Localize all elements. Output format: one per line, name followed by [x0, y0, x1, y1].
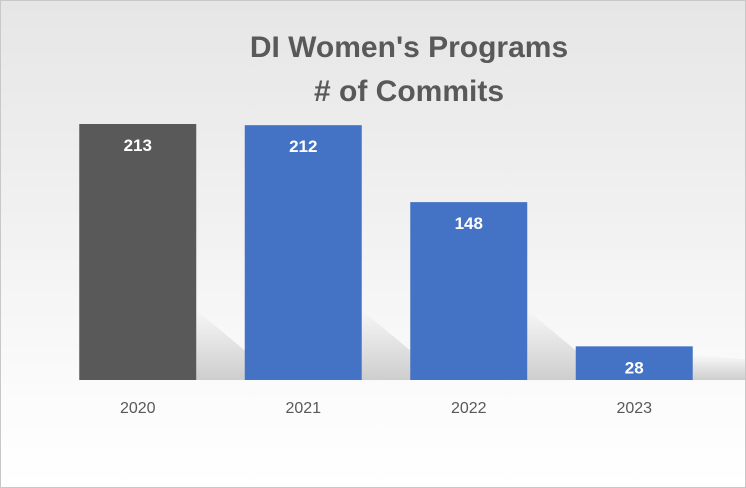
x-tick-2022: 2022: [451, 400, 487, 417]
value-label-2023: 28: [625, 358, 644, 377]
value-labels: 213 212 148 28: [124, 136, 644, 377]
bar-2020[interactable]: [79, 124, 197, 380]
value-label-2020: 213: [124, 136, 152, 155]
bar-shadows: [196, 310, 745, 380]
bars: [79, 124, 693, 381]
x-tick-2023: 2023: [616, 400, 652, 417]
chart-title: DI Women's Programs: [250, 31, 568, 64]
bar-2021[interactable]: [244, 125, 362, 381]
chart-subtitle: # of Commits: [314, 75, 504, 108]
bar-2023[interactable]: [575, 346, 693, 380]
x-tick-2020: 2020: [120, 400, 156, 417]
bar-shadow-2023: [692, 354, 745, 380]
bar-2022[interactable]: [410, 202, 528, 380]
value-label-2022: 148: [455, 214, 483, 233]
bar-shadow-2020: [196, 310, 257, 380]
value-label-2021: 212: [289, 137, 317, 156]
x-axis-ticks: 2020 2021 2022 2023: [120, 400, 652, 417]
x-tick-2021: 2021: [285, 400, 321, 417]
bar-shadow-2022: [527, 310, 588, 380]
bar-shadow-2021: [361, 310, 422, 380]
